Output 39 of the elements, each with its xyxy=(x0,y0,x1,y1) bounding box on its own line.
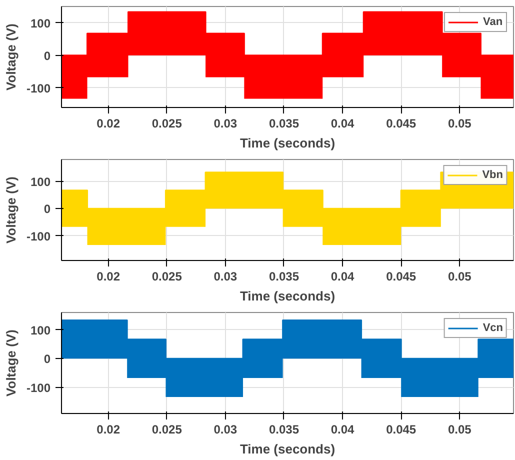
y-tick-label: 0 xyxy=(44,202,51,216)
y-tick-label: 0 xyxy=(44,48,51,63)
x-tick-label: 0.03 xyxy=(214,116,238,130)
x-tick-label: 0.025 xyxy=(152,116,182,130)
x-tick-label: 0.045 xyxy=(386,422,416,436)
legend-label: Van xyxy=(483,16,503,28)
y-tick-label: 100 xyxy=(30,174,51,189)
y-axis-title: Voltage (V) xyxy=(3,330,18,396)
y-tick-label: -100 xyxy=(26,229,51,244)
x-tick-label: 0.035 xyxy=(268,116,300,130)
x-axis-title: Time (seconds) xyxy=(240,288,336,304)
x-tick-label: 0.05 xyxy=(448,116,472,130)
x-tick-label: 0.04 xyxy=(330,116,355,130)
y-tick-label: 100 xyxy=(30,16,51,30)
y-tick-label: 100 xyxy=(30,323,51,338)
x-tick-label: 0.035 xyxy=(268,270,300,284)
x-tick-label: 0.02 xyxy=(96,270,120,284)
y-tick-label: -100 xyxy=(26,381,51,396)
x-tick-label: 0.05 xyxy=(448,422,472,436)
x-tick-label: 0.045 xyxy=(386,270,416,284)
x-tick-label: 0.02 xyxy=(96,116,120,130)
x-axis-title: Time (seconds) xyxy=(240,442,336,456)
x-tick-label: 0.04 xyxy=(330,422,355,436)
x-tick-label: 0.02 xyxy=(96,422,120,436)
x-tick-label: 0.045 xyxy=(386,116,416,130)
legend-label: Vcn xyxy=(482,322,503,334)
y-axis-title: Voltage (V) xyxy=(3,24,18,90)
x-tick-label: 0.025 xyxy=(152,270,182,284)
x-tick-label: 0.035 xyxy=(268,422,300,436)
y-axis-title: Voltage (V) xyxy=(3,176,18,244)
y-tick-label: -100 xyxy=(26,81,51,96)
x-axis-title: Time (seconds) xyxy=(240,136,336,150)
x-tick-label: 0.025 xyxy=(152,422,182,436)
x-tick-label: 0.05 xyxy=(448,270,472,284)
x-tick-label: 0.03 xyxy=(214,270,238,284)
legend-label: Vbn xyxy=(482,169,503,181)
y-tick-label: 0 xyxy=(44,352,51,366)
x-tick-label: 0.03 xyxy=(214,422,238,436)
x-tick-label: 0.04 xyxy=(330,270,355,284)
